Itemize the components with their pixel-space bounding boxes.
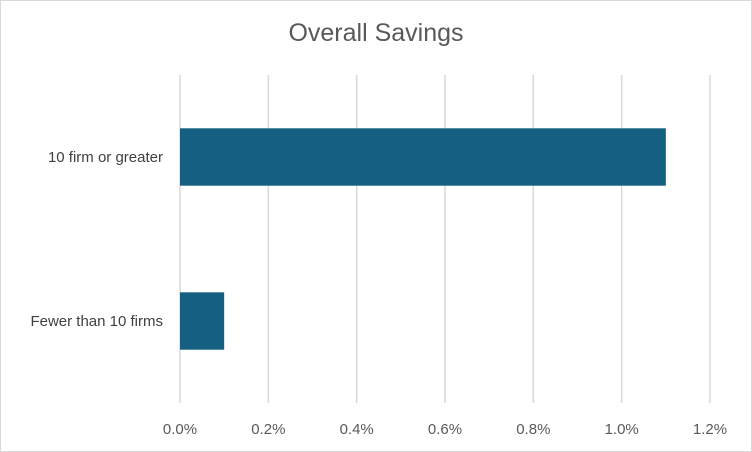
x-tick-label: 0.0% <box>163 421 197 438</box>
bar <box>180 292 225 350</box>
bar <box>180 128 666 186</box>
category-label: Fewer than 10 firms <box>30 313 163 330</box>
category-label: 10 firm or greater <box>48 149 163 166</box>
x-tick-label: 0.6% <box>428 421 462 438</box>
x-tick-label: 0.8% <box>516 421 550 438</box>
x-tick-label: 1.0% <box>605 421 639 438</box>
x-tick-label: 1.2% <box>693 421 727 438</box>
x-tick-label: 0.4% <box>340 421 374 438</box>
x-tick-label: 0.2% <box>251 421 285 438</box>
chart-title: Overall Savings <box>288 19 464 47</box>
